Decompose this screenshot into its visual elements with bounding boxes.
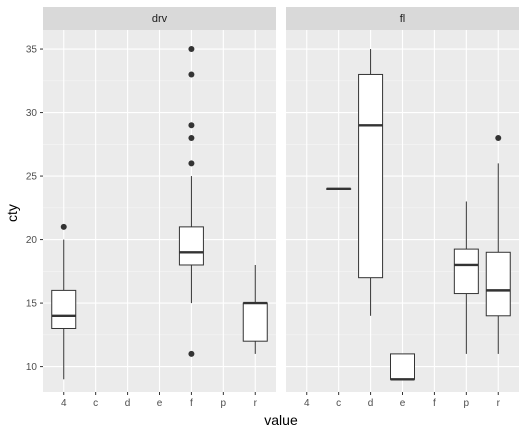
y-tick-label: 35 <box>26 45 38 56</box>
y-tick-label: 30 <box>26 108 38 119</box>
x-tick-label: r <box>254 398 258 409</box>
x-tick-label: c <box>336 398 341 409</box>
boxplot-fl-e <box>390 353 415 381</box>
box-iqr <box>453 248 479 295</box>
outlier-point <box>188 122 195 129</box>
y-axis: 10 15 20 25 30 35 <box>26 45 43 373</box>
x-tick-label: d <box>368 398 374 409</box>
x-tick-label: d <box>125 398 131 409</box>
y-tick-label: 15 <box>26 299 38 310</box>
outlier-point <box>60 223 67 230</box>
box-iqr <box>178 226 204 266</box>
y-axis-title: cty <box>4 204 20 222</box>
x-tick-label: e <box>157 398 163 409</box>
boxplot-drv-f <box>178 46 204 357</box>
outlier-point <box>188 350 195 357</box>
box-iqr <box>358 73 384 279</box>
box-iqr <box>485 251 511 317</box>
boxplot-drv-r <box>242 264 268 354</box>
facet-panel-drv: drv 4 c d e f p r <box>43 7 276 409</box>
x-tick-label: p <box>464 398 470 409</box>
x-tick-label: c <box>93 398 98 409</box>
facet-strip <box>286 7 519 30</box>
outlier-point <box>188 160 195 167</box>
facet-strip-label: drv <box>152 13 168 25</box>
facet-panels: drv 4 c d e f p r fl 4 c d e f p r <box>43 7 519 409</box>
outlier-point <box>188 134 195 141</box>
x-tick-label: p <box>221 398 227 409</box>
x-tick-label: 4 <box>304 398 310 409</box>
y-tick-label: 25 <box>26 172 38 183</box>
x-tick-label: 4 <box>61 398 67 409</box>
x-tick-label: r <box>497 398 501 409</box>
boxplot-fl-p <box>453 201 479 354</box>
box-iqr <box>390 353 415 380</box>
facet-strip-label: fl <box>400 13 406 25</box>
outlier-point <box>495 134 502 141</box>
boxplot-fl-c <box>326 187 352 190</box>
y-tick-label: 20 <box>26 235 38 246</box>
boxplot-drv-4 <box>51 223 77 380</box>
x-tick-label: f <box>433 398 436 409</box>
outlier-point <box>188 71 195 78</box>
boxplot-fl-r <box>485 134 511 354</box>
facet-panel-fl: fl 4 c d e f p r <box>286 7 519 409</box>
x-tick-label: f <box>190 398 193 409</box>
y-tick-label: 10 <box>26 362 38 373</box>
facet-strip <box>43 7 276 30</box>
box-iqr <box>242 302 268 342</box>
outlier-point <box>188 46 195 53</box>
box-iqr <box>51 289 77 329</box>
x-tick-label: e <box>400 398 406 409</box>
x-axis-title: value <box>264 412 298 428</box>
boxplot-fl-d <box>358 49 384 316</box>
